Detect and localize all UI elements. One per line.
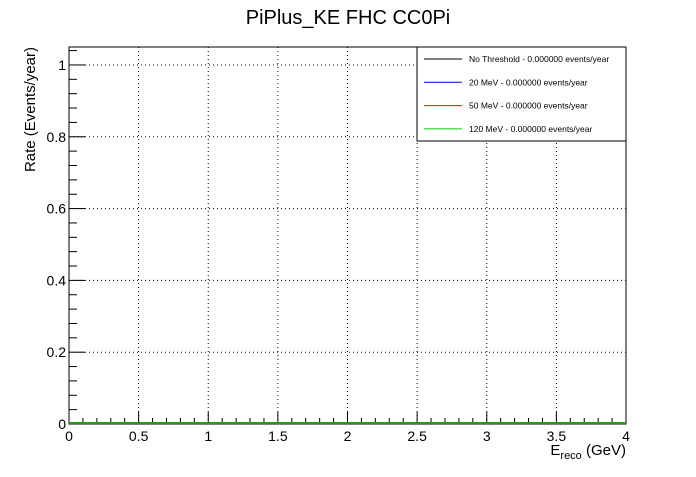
x-tick-label: 2 xyxy=(344,428,352,444)
x-tick-label: 0.5 xyxy=(129,428,149,444)
y-axis-ticks: 0 0.2 0.4 0.6 0.8 1 xyxy=(47,50,85,432)
legend-label: 50 MeV - 0.000000 events/year xyxy=(469,101,588,111)
x-axis-label-subscript: reco xyxy=(560,450,581,462)
x-axis-label: Ereco (GeV) xyxy=(550,442,626,462)
x-tick-label: 3.5 xyxy=(547,428,567,444)
x-axis-ticks: 0 0.5 1 1.5 2 2.5 3 3.5 4 xyxy=(65,412,630,444)
legend-label: No Threshold - 0.000000 events/year xyxy=(469,54,609,64)
legend-label: 20 MeV - 0.000000 events/year xyxy=(469,77,588,87)
x-axis-label-unit: (GeV) xyxy=(582,442,626,459)
legend: No Threshold - 0.000000 events/year 20 Me… xyxy=(416,46,627,142)
x-axis-label-main: E xyxy=(550,442,560,459)
y-tick-label: 1 xyxy=(58,57,66,73)
y-tick-label: 0.8 xyxy=(47,129,67,145)
x-tick-label: 0 xyxy=(65,428,73,444)
x-tick-label: 1 xyxy=(204,428,212,444)
legend-label: 120 MeV - 0.000000 events/year xyxy=(469,124,592,134)
y-tick-label: 0 xyxy=(58,416,66,432)
y-axis-label: Rate (Events/year) xyxy=(22,47,39,172)
legend-entries: No Threshold - 0.000000 events/year 20 Me… xyxy=(424,54,609,134)
x-tick-label: 2.5 xyxy=(407,428,427,444)
y-tick-label: 0.2 xyxy=(47,344,67,360)
legend-box xyxy=(416,46,627,142)
y-tick-label: 0.4 xyxy=(47,272,67,288)
x-tick-label: 1.5 xyxy=(268,428,288,444)
x-tick-label: 3 xyxy=(483,428,491,444)
chart-title: PiPlus_KE FHC CC0Pi xyxy=(246,7,451,29)
y-tick-label: 0.6 xyxy=(47,201,67,217)
x-tick-label: 4 xyxy=(622,428,630,444)
